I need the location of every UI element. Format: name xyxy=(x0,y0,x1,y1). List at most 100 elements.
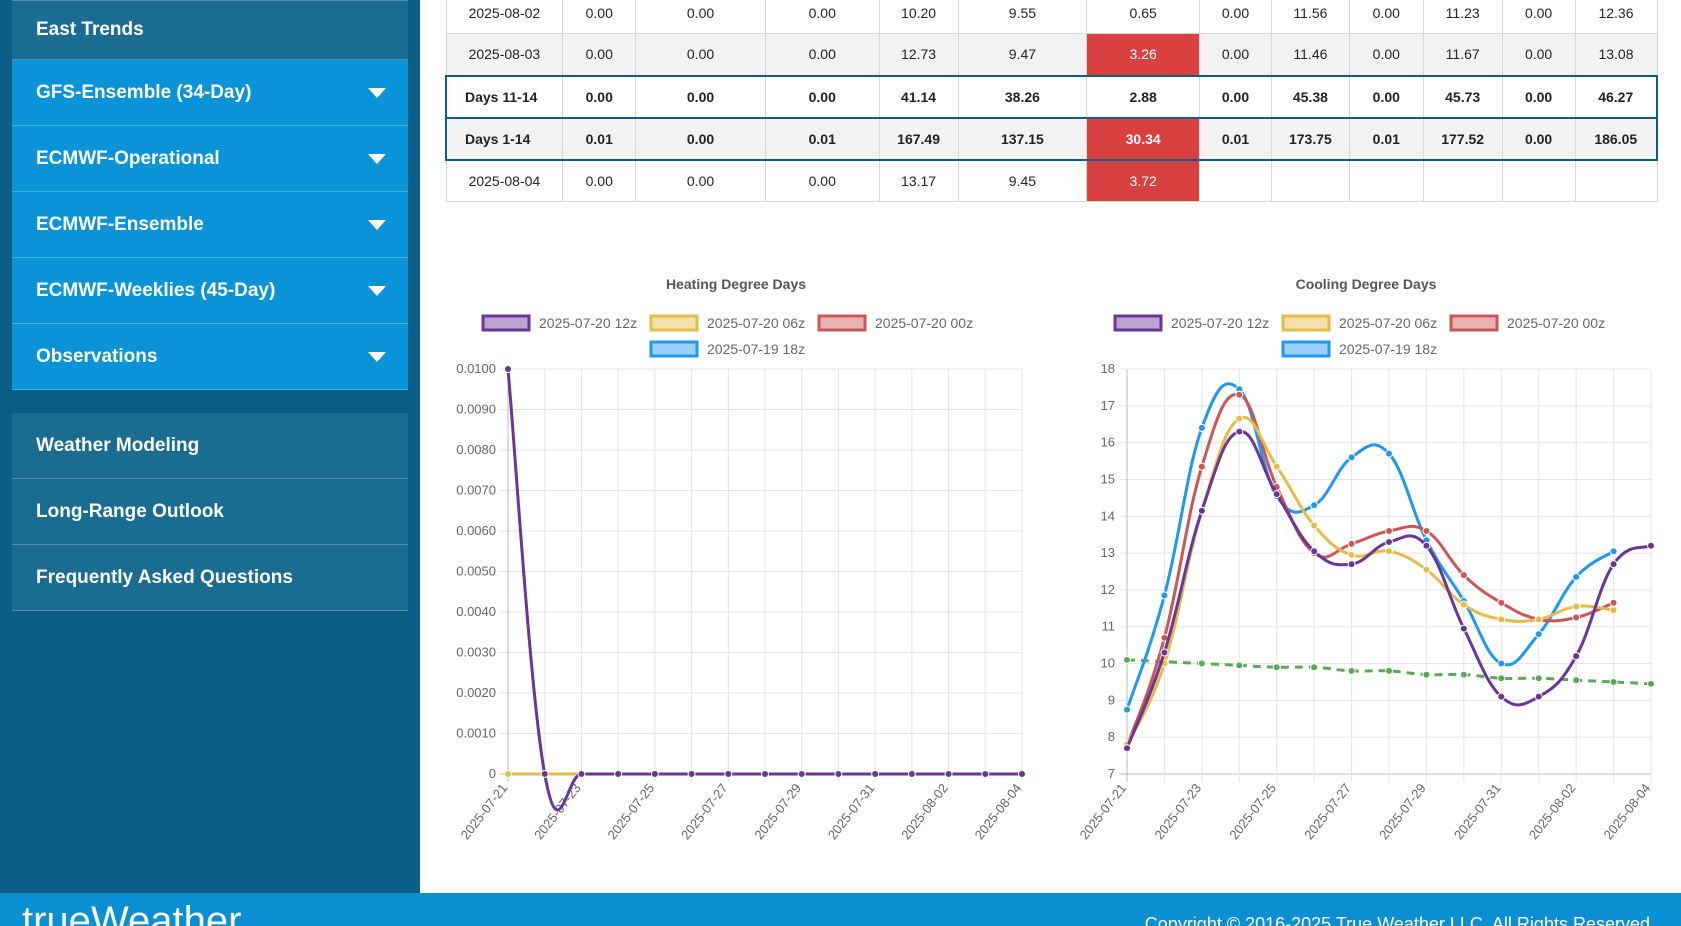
x-tick-label: 2025-07-21 xyxy=(458,781,511,843)
x-tick-label: 2025-07-23 xyxy=(1151,781,1204,843)
sidebar-item-ecmwf-operational[interactable]: ECMWF-Operational xyxy=(12,126,408,192)
sidebar-item-observations[interactable]: Observations xyxy=(12,324,408,390)
legend-label: 2025-07-19 18z xyxy=(1339,341,1437,357)
table-cell: 137.15 xyxy=(957,116,1088,161)
data-point xyxy=(1235,427,1244,436)
footer-logo[interactable]: trueWeather xyxy=(22,901,241,926)
y-tick-label: 9 xyxy=(1108,692,1115,707)
table-cell: 0.00 xyxy=(635,33,766,76)
table-cell: 0.00 xyxy=(764,33,880,76)
table-cell: 11.23 xyxy=(1422,0,1503,34)
table-cell: 0.00 xyxy=(1348,74,1424,119)
data-point xyxy=(1385,538,1393,547)
table-cell: 0.00 xyxy=(562,33,637,76)
data-point xyxy=(1310,663,1319,672)
table-cell: 173.75 xyxy=(1270,116,1350,161)
caret-down-icon[interactable] xyxy=(368,219,386,230)
data-point xyxy=(761,770,769,778)
data-point xyxy=(1534,615,1543,624)
table-cell: 0.00 xyxy=(635,0,766,34)
legend-swatch xyxy=(649,314,699,332)
legend-swatch xyxy=(649,340,699,358)
caret-down-icon[interactable] xyxy=(368,153,386,164)
data-point xyxy=(1422,541,1431,550)
table-cell: 0.00 xyxy=(1199,0,1272,34)
sidebar-nav-top: East Trends GFS-Ensemble (34-Day) ECMWF-Op… xyxy=(12,0,408,390)
data-point xyxy=(1497,659,1506,668)
table-cell: 9.45 xyxy=(957,159,1088,202)
legend-label: 2025-07-20 00z xyxy=(1507,315,1605,331)
table-cell: 2.88 xyxy=(1086,74,1201,119)
table-row: Days 11-14 0.00 0.00 0.00 41.14 38.26 2.88 0.00… xyxy=(445,74,1658,119)
sidebar-nav-bottom: Weather Modeling Long-Range Outlook Freque… xyxy=(12,413,408,611)
data-point xyxy=(1459,571,1468,580)
sidebar-item-label: Frequently Asked Questions xyxy=(36,566,293,588)
table-cell: 0.00 xyxy=(562,0,637,34)
data-point xyxy=(1272,462,1281,471)
table-cell: 0.00 xyxy=(1501,116,1576,161)
sidebar-item-gfs-ensemble-34-day[interactable]: GFS-Ensemble (34-Day) xyxy=(12,60,408,126)
data-point xyxy=(1609,677,1618,686)
data-point xyxy=(1422,565,1431,574)
sidebar-item-east-trends[interactable]: East Trends xyxy=(12,0,408,60)
series-line xyxy=(1125,430,1652,749)
table-cell xyxy=(1501,159,1576,202)
y-tick-label: 7 xyxy=(1108,766,1115,781)
row-label-cell: Days 1-14 xyxy=(445,116,564,161)
sidebar-item-label: ECMWF-Weeklies (45-Day) xyxy=(36,279,276,301)
sidebar-item-ecmwf-weeklies-45-day[interactable]: ECMWF-Weeklies (45-Day) xyxy=(12,258,408,324)
sidebar-item-frequently-asked-questions[interactable]: Frequently Asked Questions xyxy=(12,545,408,611)
table-cell xyxy=(1270,159,1350,202)
sidebar-item-ecmwf-ensemble[interactable]: ECMWF-Ensemble xyxy=(12,192,408,258)
legend-label: 2025-07-20 06z xyxy=(707,315,805,331)
data-point xyxy=(1197,506,1206,515)
caret-down-icon[interactable] xyxy=(368,87,386,98)
sidebar-item-label: Weather Modeling xyxy=(36,434,200,456)
data-point xyxy=(1497,598,1506,607)
data-point xyxy=(687,770,696,778)
x-tick-label: 2025-08-04 xyxy=(972,781,1025,843)
y-tick-label: 17 xyxy=(1101,398,1115,413)
data-point xyxy=(1310,547,1319,556)
sidebar-item-label: ECMWF-Operational xyxy=(36,147,220,169)
table-cell: 0.00 xyxy=(1199,33,1272,76)
x-tick-label: 2025-07-31 xyxy=(1451,781,1504,843)
caret-down-icon[interactable] xyxy=(368,351,386,362)
data-point xyxy=(1160,591,1169,600)
cdd-chart-svg: Cooling Degree Days 2025-07-20 12z 2025-07… xyxy=(1077,276,1655,843)
y-tick-label: 0.0060 xyxy=(456,523,496,538)
data-point xyxy=(834,770,843,778)
table-cell: 3.26 xyxy=(1086,33,1201,76)
table-cell: 0.00 xyxy=(764,159,880,202)
table-cell: 30.34 xyxy=(1086,116,1201,161)
legend-swatch xyxy=(817,314,867,332)
data-point xyxy=(1609,560,1618,569)
legend-label: 2025-07-20 06z xyxy=(1339,315,1437,331)
y-tick-label: 13 xyxy=(1101,545,1115,560)
table-cell: 0.01 xyxy=(562,116,637,161)
x-tick-label: 2025-08-02 xyxy=(1526,781,1579,843)
data-point xyxy=(1422,670,1431,679)
data-point xyxy=(1534,692,1543,701)
data-point xyxy=(1609,598,1618,607)
data-point xyxy=(724,770,733,778)
sidebar-item-weather-modeling[interactable]: Weather Modeling xyxy=(12,413,408,479)
series-line xyxy=(1126,658,1652,686)
data-point xyxy=(577,770,586,778)
y-tick-label: 0.0090 xyxy=(456,402,496,417)
table-cell: 3.72 xyxy=(1086,159,1201,202)
table-cell: 9.47 xyxy=(957,33,1088,76)
data-point xyxy=(650,770,659,778)
y-tick-label: 15 xyxy=(1101,471,1115,486)
table-cell: 11.46 xyxy=(1270,33,1350,76)
table-row: Days 1-14 0.01 0.00 0.01 167.49 137.15 30.34 0.… xyxy=(445,116,1658,161)
sidebar-item-long-range-outlook[interactable]: Long-Range Outlook xyxy=(12,479,408,545)
data-point xyxy=(1572,652,1581,661)
data-point xyxy=(614,770,623,778)
data-point xyxy=(1459,670,1468,679)
sidebar-item-label: East Trends xyxy=(36,19,144,40)
table-cell: 13.17 xyxy=(878,159,959,202)
caret-down-icon[interactable] xyxy=(368,285,386,296)
legend-swatch xyxy=(1449,314,1499,332)
y-tick-label: 11 xyxy=(1102,619,1116,634)
